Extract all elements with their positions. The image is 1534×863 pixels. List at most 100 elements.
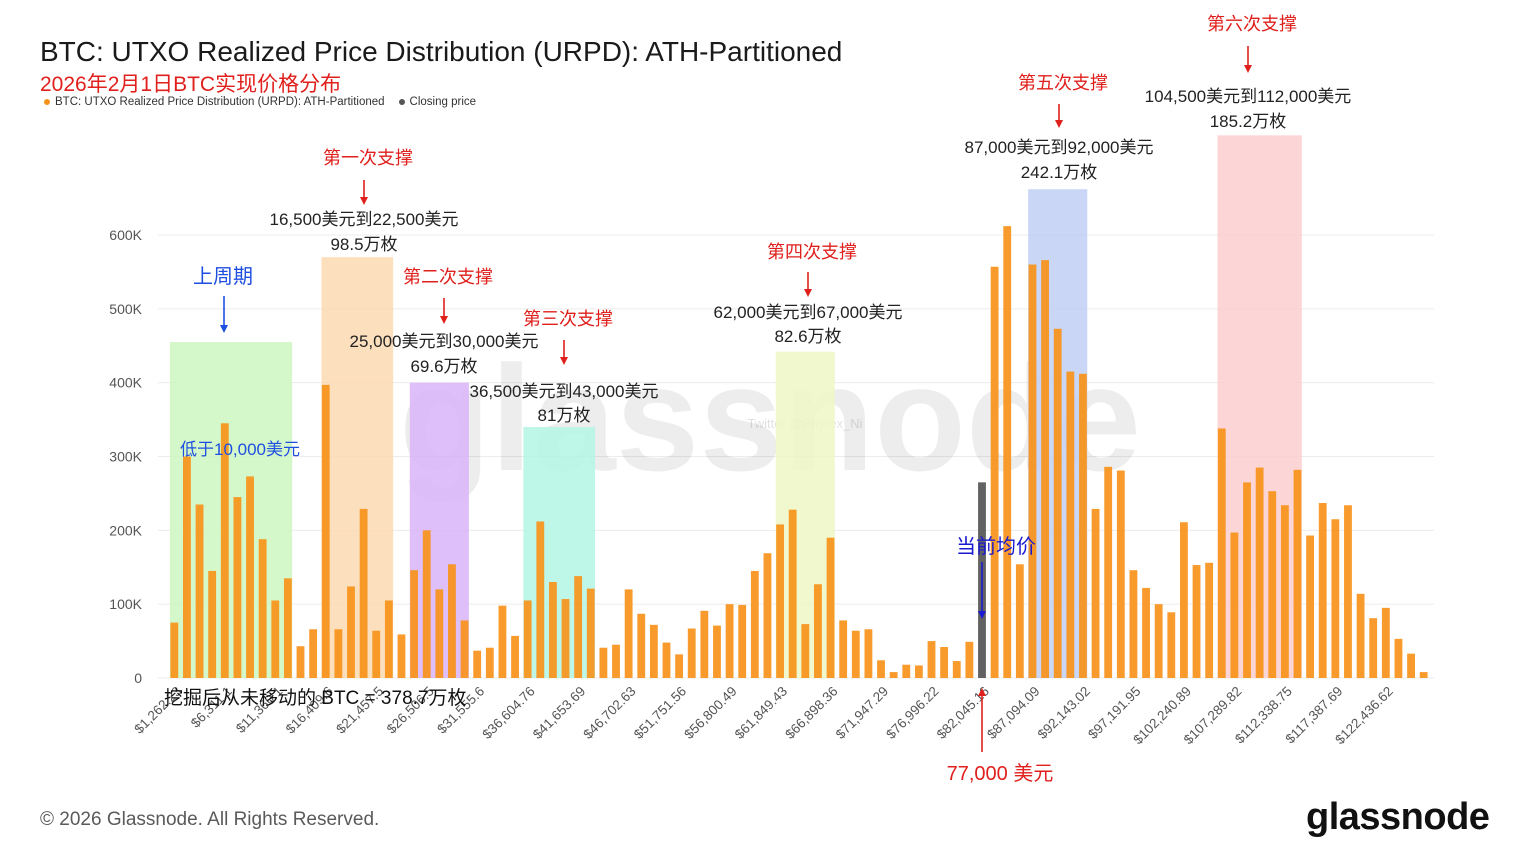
urpd-bar [1028, 264, 1037, 678]
urpd-bar [889, 672, 898, 678]
x-tick-label: $41,653.69 [530, 684, 588, 742]
y-tick-label: 200K [109, 522, 142, 538]
zone-support-1 [321, 257, 394, 678]
support-range-3: 36,500美元到43,000美元 [470, 382, 659, 401]
x-tick-label: $76,996.22 [883, 684, 941, 742]
urpd-bar [536, 521, 545, 678]
urpd-bar [347, 586, 355, 678]
urpd-bar [1116, 470, 1125, 678]
urpd-bar [750, 570, 759, 678]
support-amount-3: 81万枚 [538, 406, 591, 425]
y-tick-label: 100K [109, 596, 142, 612]
urpd-bar [1255, 467, 1264, 678]
urpd-bar [1053, 328, 1062, 678]
bottom-note: 挖掘后从未移动的 BTC = 378.7万枚 [164, 687, 466, 709]
urpd-bar [258, 539, 267, 678]
x-tick-label: $87,094.09 [984, 684, 1042, 742]
watermark: glassnode [399, 334, 1141, 502]
urpd-bar [208, 570, 217, 678]
urpd-bar [1142, 587, 1150, 678]
urpd-bar [1179, 522, 1188, 678]
support-title-3: 第三次支撑 [523, 309, 613, 329]
support-amount-5: 242.1万枚 [1021, 163, 1098, 182]
support-title-5: 第五次支撑 [1018, 73, 1108, 93]
support-arrow-6-head [1244, 65, 1252, 73]
legend-label-closing: Closing price [409, 96, 477, 108]
urpd-bar [1280, 505, 1289, 678]
support-amount-6: 185.2万枚 [1210, 112, 1287, 131]
urpd-bar [1331, 519, 1340, 678]
urpd-bar [914, 665, 923, 678]
support-arrow-3-head [560, 357, 568, 365]
urpd-bar [359, 508, 368, 678]
legend-item-urpd[interactable]: BTC: UTXO Realized Price Distribution (U… [44, 96, 385, 108]
y-tick-label: 600K [109, 227, 142, 243]
legend-label-urpd: BTC: UTXO Realized Price Distribution (U… [55, 96, 385, 108]
urpd-bar [1091, 508, 1100, 678]
urpd-bar [1306, 535, 1315, 678]
urpd-bar [473, 650, 482, 678]
urpd-bar [839, 620, 848, 678]
urpd-bar [1293, 469, 1302, 678]
urpd-bar [940, 646, 949, 678]
urpd-bar [246, 476, 254, 678]
x-tick-label: $66,898.36 [782, 684, 840, 742]
urpd-bar [952, 661, 961, 678]
urpd-bar [927, 641, 936, 678]
urpd-bar [990, 266, 999, 678]
urpd-bar [1230, 532, 1239, 678]
urpd-bar [687, 628, 696, 678]
urpd-bar [788, 509, 797, 678]
urpd-bar [851, 630, 860, 678]
legend-swatch-closing [398, 99, 405, 105]
urpd-bar [1407, 653, 1415, 678]
urpd-bar [801, 624, 810, 678]
support-amount-2: 69.6万枚 [410, 357, 477, 376]
urpd-bar [1356, 593, 1365, 678]
glassnode-logo: glassnode [1306, 796, 1490, 838]
support-range-2: 25,000美元到30,000美元 [350, 332, 539, 351]
urpd-bar [397, 634, 406, 678]
urpd-bar [1394, 638, 1403, 678]
urpd-bar [548, 582, 557, 678]
copyright: © 2026 Glassnode. All Rights Reserved. [40, 809, 380, 830]
support-title-6: 第六次支撑 [1207, 14, 1297, 34]
urpd-bar [233, 497, 242, 678]
support-amount-4: 82.6万枚 [774, 327, 841, 346]
x-tick-label: $51,751.56 [631, 684, 689, 742]
urpd-bar [372, 630, 381, 678]
y-tick-label: 300K [109, 449, 142, 465]
urpd-bar [637, 613, 646, 678]
urpd-bar [586, 588, 595, 678]
urpd-bar [1243, 482, 1251, 678]
urpd-bar [1079, 373, 1087, 678]
urpd-bar [523, 600, 532, 678]
support-range-4: 62,000美元到67,000美元 [714, 303, 903, 322]
support-range-5: 87,000美元到92,000美元 [965, 138, 1154, 157]
x-tick-label: $71,947.29 [833, 684, 891, 742]
zone-support-4 [775, 351, 835, 678]
support-range-1: 16,500美元到22,500美元 [270, 210, 459, 229]
support-title-1: 第一次支撑 [323, 148, 413, 168]
support-arrow-1-head [360, 197, 368, 205]
urpd-bar [1066, 371, 1075, 678]
urpd-bar [309, 629, 318, 678]
urpd-bar [1015, 564, 1024, 678]
urpd-bar [1154, 604, 1163, 678]
urpd-bar [511, 635, 519, 678]
x-tick-label: $46,702.63 [580, 684, 638, 742]
urpd-bar [485, 647, 494, 678]
urpd-bar [763, 553, 772, 678]
urpd-bar [435, 589, 444, 678]
urpd-bar [738, 604, 747, 678]
urpd-bar [649, 624, 658, 678]
support-arrow-5-head [1055, 120, 1063, 128]
support-title-4: 第四次支撑 [767, 242, 857, 262]
urpd-bar [826, 537, 835, 678]
y-tick-label: 500K [109, 301, 142, 317]
legend-item-closing[interactable]: Closing price [398, 96, 477, 108]
urpd-bar [1003, 226, 1012, 678]
x-tick-label: $92,143.02 [1035, 684, 1093, 742]
urpd-bar [1192, 565, 1201, 678]
